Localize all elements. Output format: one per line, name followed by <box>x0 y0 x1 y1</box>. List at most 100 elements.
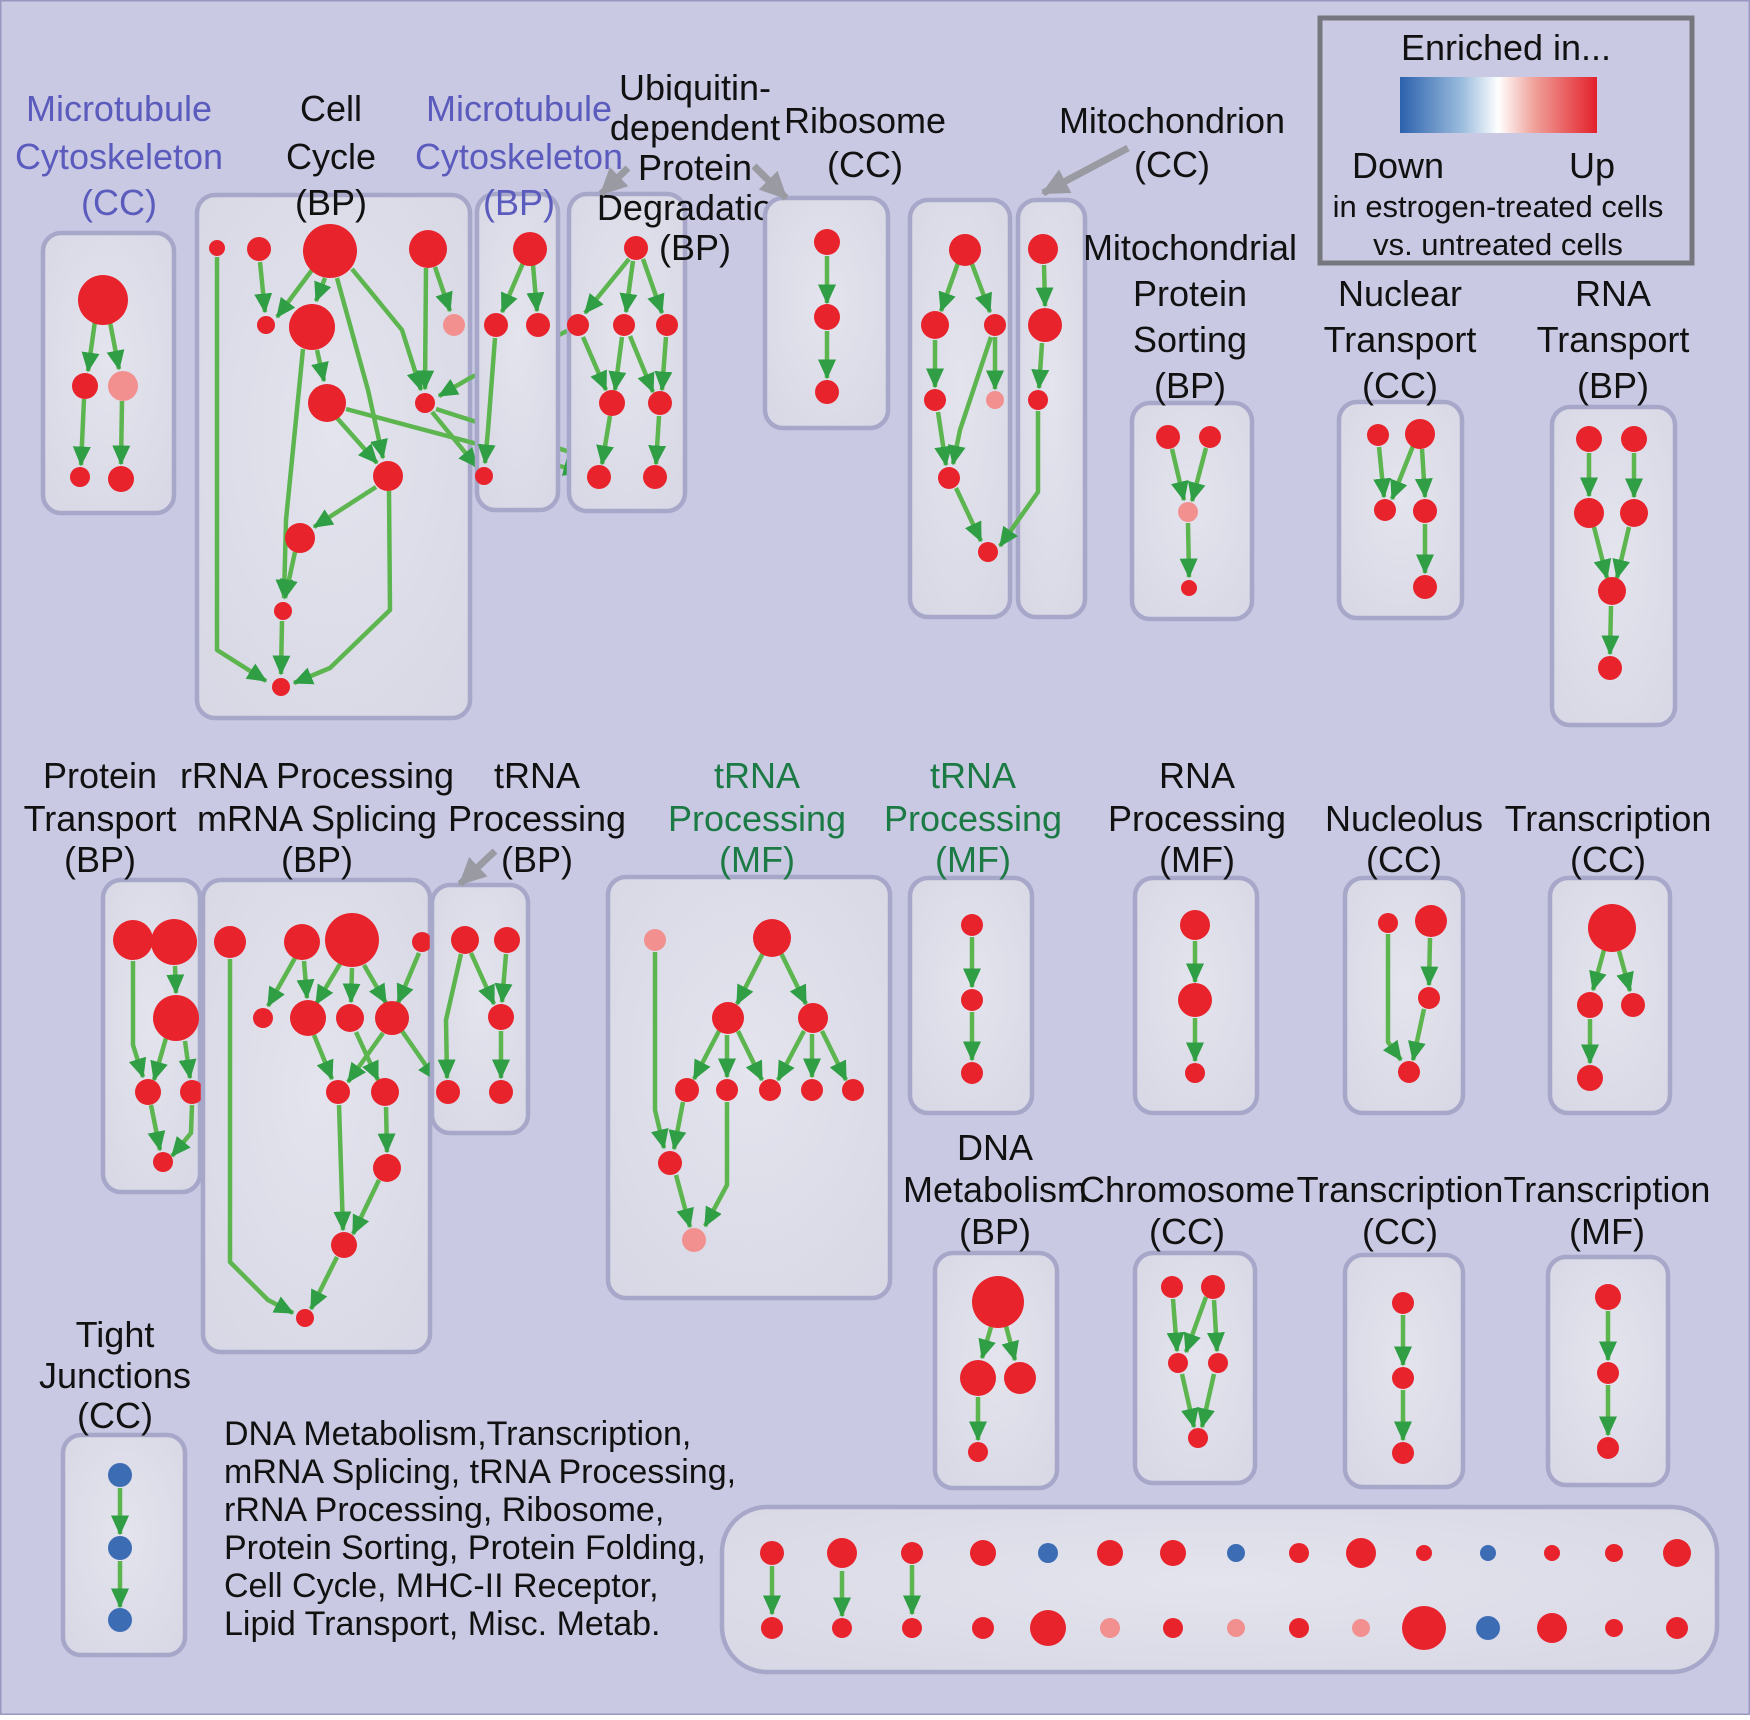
cluster-label-microtubule-cytoskeleton-bp: Microtubule <box>426 88 612 129</box>
cluster-label-nuclear-transport-cc: (CC) <box>1362 365 1438 406</box>
go-term-node-red <box>253 1008 273 1028</box>
go-term-node-red <box>1392 1292 1414 1314</box>
go-term-node-red <box>153 1152 173 1172</box>
cluster-microtubule-cytoskeleton-cc: Microtubule Cytoskeleton (CC) <box>15 88 223 516</box>
cluster-box-nuclear-transport-cc <box>1336 399 1465 621</box>
go-term-node-red <box>336 1004 364 1032</box>
cluster-label-microtubule-cytoskeleton-cc: Microtubule <box>26 88 212 129</box>
edge-arrow <box>178 1040 197 1080</box>
cluster-label-rna-transport-bp: RNA <box>1575 273 1651 314</box>
go-term-node-blue <box>1227 1544 1245 1562</box>
edge-arrow <box>477 337 498 465</box>
cluster-label-microtubule-cytoskeleton-cc: (CC) <box>81 182 157 223</box>
go-term-node-red <box>1178 983 1212 1017</box>
legend: Enriched in... Down Up in estrogen-treat… <box>1317 15 1695 266</box>
go-term-node-red <box>274 602 292 620</box>
go-term-node-red <box>484 313 508 337</box>
edge-arrow <box>499 262 526 314</box>
go-term-node-red <box>1605 1544 1623 1562</box>
edge-arrow <box>969 263 993 314</box>
go-term-node-pink <box>682 1228 706 1252</box>
edge-arrow <box>334 277 388 460</box>
go-term-node-red <box>1199 426 1221 448</box>
go-term-node-red <box>1597 1437 1619 1459</box>
edge-arrow <box>953 487 984 543</box>
cluster-label-nuclear-transport-cc: Transport <box>1324 319 1477 360</box>
go-term-node-pink <box>1178 502 1198 522</box>
edge-arrow <box>272 620 291 676</box>
go-term-node-red <box>1374 499 1396 521</box>
go-term-node-red <box>1418 987 1440 1009</box>
cluster-label-microtubule-cytoskeleton-bp: Cytoskeleton <box>415 136 623 177</box>
go-term-node-blue <box>1476 1616 1500 1640</box>
go-term-node-red <box>296 1309 314 1327</box>
edge-arrow <box>362 963 388 1005</box>
cluster-label-ubiquitin-dependent-protein-degradation-bp: Protein <box>638 147 752 188</box>
go-term-node-red <box>1398 1061 1420 1083</box>
cluster-label-trna-processing-mf-small: Processing <box>884 798 1062 839</box>
go-term-node-red <box>1156 425 1180 449</box>
go-term-node-blue <box>1038 1543 1058 1563</box>
edge-arrow <box>346 1031 385 1084</box>
go-term-node-red <box>970 1540 996 1566</box>
cluster-label-nuclear-transport-cc: Nuclear <box>1338 273 1462 314</box>
go-term-node-red <box>613 314 635 336</box>
edge-arrow <box>313 277 332 303</box>
edge-arrow <box>608 336 627 392</box>
cluster-label-protein-transport-bp: (BP) <box>64 839 136 880</box>
cluster-label-mitochondrial-protein-sorting-bp: Mitochondrial <box>1083 227 1297 268</box>
cluster-transcription-cc-middle: Transcription(CC) <box>1505 798 1712 1116</box>
go-term-node-blue <box>1480 1545 1496 1561</box>
edge-arrow <box>311 349 329 383</box>
go-term-node-red <box>949 234 981 266</box>
edge-arrow <box>978 1326 996 1360</box>
cluster-label-mitochondrial-protein-sorting-bp: (BP) <box>1154 365 1226 406</box>
note-line: mRNA Splicing, tRNA Processing, <box>224 1453 736 1491</box>
cluster-label-trna-processing-bp: (BP) <box>501 839 573 880</box>
cluster-label-ubiquitin-dependent-protein-degradation-bp: Ubiquitin- <box>619 67 771 108</box>
go-term-node-red <box>1597 1362 1619 1384</box>
legend-up-label: Up <box>1569 145 1615 186</box>
cluster-label-tight-junctions-cc: Tight <box>76 1314 155 1355</box>
edge-arrow <box>308 1255 340 1311</box>
legend-subline-1: in estrogen-treated cells <box>1333 189 1664 224</box>
edge-arrow <box>416 267 435 391</box>
go-term-node-blue <box>108 1536 132 1560</box>
cluster-label-rna-processing-mf: RNA <box>1159 755 1235 796</box>
go-term-node-red <box>1180 910 1210 940</box>
go-term-node-red <box>526 313 550 337</box>
edge-arrow <box>1612 526 1632 580</box>
go-term-node-red <box>409 230 447 268</box>
go-term-node-red <box>1574 498 1604 528</box>
cluster-label-dna-metabolism-bp: DNA <box>957 1127 1033 1168</box>
go-term-node-red <box>961 914 983 936</box>
go-term-node-red <box>1289 1618 1309 1638</box>
note-line: DNA Metabolism,Transcription, <box>224 1415 691 1453</box>
cluster-nuclear-transport-cc: Nuclear Transport (CC) <box>1324 273 1477 621</box>
go-term-node-red <box>1168 1353 1188 1373</box>
go-term-node-red <box>1378 913 1398 933</box>
edge-arrow <box>934 411 953 467</box>
go-term-node-pink <box>443 314 465 336</box>
edge-arrow <box>640 258 665 315</box>
edge-arrow <box>312 485 378 529</box>
go-term-node-red <box>153 995 199 1041</box>
legend-down-label: Down <box>1352 145 1444 186</box>
go-term-node-red <box>1576 426 1602 452</box>
go-term-node-red <box>656 314 678 336</box>
go-term-node-red <box>716 1079 738 1101</box>
clusters-layer: Microtubule Cytoskeleton (CC) Cell Cycle (BP)… <box>15 67 1720 1675</box>
edge-arrow <box>147 1104 166 1152</box>
go-term-node-red <box>436 1080 460 1104</box>
cluster-label-transcription-cc-middle: Transcription <box>1505 798 1712 839</box>
go-term-node-red <box>1405 419 1435 449</box>
cluster-label-rrna-processing-mrna-splicing-bp: (BP) <box>281 839 353 880</box>
note-line: Protein Sorting, Protein Folding, <box>224 1529 706 1567</box>
edge-arrow <box>819 1030 849 1082</box>
edge-arrow <box>1414 448 1433 499</box>
edge-arrow <box>377 1106 396 1154</box>
note-line: rRNA Processing, Ribosome, <box>224 1491 664 1529</box>
